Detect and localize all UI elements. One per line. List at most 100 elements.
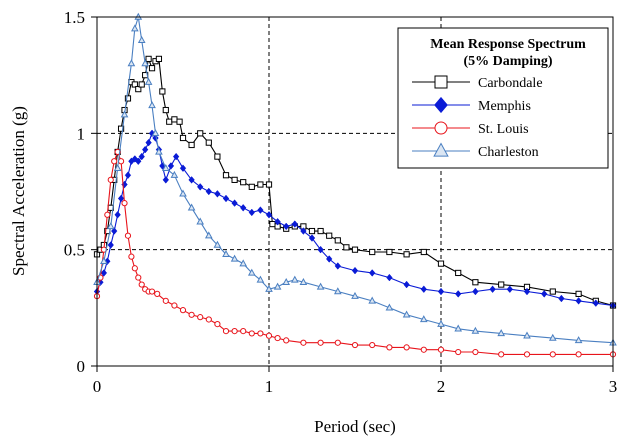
data-point-charleston [299,277,308,285]
data-point-carbondale [351,246,359,253]
series-line-memphis [96,132,614,307]
data-point-st-louis [472,348,479,356]
data-point-memphis [403,280,410,289]
legend-label-st-louis: St. Louis [478,122,529,137]
data-point-charleston [187,203,196,211]
axes: 0 1 2 3 0 0.5 1 1.5 [64,8,618,396]
data-point-carbondale [205,139,212,146]
series-st-louis [93,148,617,358]
legend-title-line-2: (5% Damping) [463,54,552,69]
data-point-carbondale [171,116,178,123]
data-point-carbondale [131,81,138,88]
data-point-charleston [454,324,463,332]
data-point-memphis [317,245,324,254]
data-point-charleston [222,250,230,258]
data-point-memphis [162,176,169,184]
data-point-charleston [247,268,256,276]
series-line-st-louis [96,150,613,355]
data-point-charleston [316,282,325,290]
legend-label-charleston: Charleston [478,145,539,160]
data-point-carbondale [437,260,445,267]
data-point-st-louis [162,297,169,304]
data-point-memphis [300,227,307,235]
data-point-charleston [155,147,163,155]
data-point-memphis [145,138,152,147]
data-point-charleston [137,35,146,43]
data-point-carbondale [155,55,163,62]
data-point-carbondale [472,279,479,286]
data-point-memphis [188,176,195,184]
data-point-st-louis [437,346,445,353]
data-point-charleston [196,217,205,225]
data-point-memphis [124,171,132,179]
data-point-charleston [265,284,273,292]
data-point-memphis [506,285,513,293]
data-point-st-louis [128,253,135,260]
data-point-st-louis [248,330,255,337]
data-point-st-louis [334,339,341,346]
data-point-carbondale [135,86,142,93]
y-tick-label: 0.5 [64,241,85,260]
data-point-memphis [541,290,548,298]
data-point-charleston [230,254,239,262]
x-tick-label: 0 [93,377,102,396]
data-point-st-louis [188,311,195,318]
data-point-charleston [497,329,506,337]
legend-marker-charleston [433,142,449,157]
data-point-charleston [179,189,187,197]
data-point-charleston [385,303,394,311]
legend-marker-st-louis [434,121,448,135]
data-point-st-louis [104,211,111,218]
data-point-st-louis [197,314,204,321]
data-point-st-louis [124,232,132,239]
data-point-charleston [170,170,179,178]
data-point-memphis [107,241,114,249]
data-point-carbondale [222,172,230,179]
data-point-st-louis [265,332,273,339]
data-point-memphis [100,269,108,277]
data-point-charleston [134,12,143,20]
data-point-carbondale [162,106,169,114]
legend-title-line-1: Mean Response Spectrum [430,37,586,52]
data-point-carbondale [369,248,376,256]
data-point-st-louis [154,290,161,297]
data-point-charleston [161,163,170,171]
data-point-memphis [141,145,149,154]
data-point-memphis [265,210,273,219]
data-point-charleston [419,315,428,323]
data-point-carbondale [231,176,238,183]
data-point-carbondale [257,181,264,188]
data-point-memphis [231,199,238,207]
data-point-memphis [291,220,298,228]
data-point-memphis [179,164,187,173]
data-point-charleston [290,275,299,283]
y-tick-label: 1 [77,124,86,143]
y-tick-label: 0 [77,357,86,376]
data-point-carbondale [343,244,350,251]
data-point-memphis [117,194,125,203]
data-point-st-louis [575,351,582,358]
data-point-memphis [197,183,204,191]
data-point-carbondale [549,288,556,295]
data-point-st-louis [300,339,307,346]
data-point-charleston [151,129,160,137]
data-point-memphis [386,273,393,282]
data-point-st-louis [121,200,128,207]
series-line-charleston [96,16,614,344]
data-point-memphis [558,294,565,303]
data-point-st-louis [138,281,145,288]
data-point-memphis [214,190,221,198]
data-point-charleston [437,319,445,327]
data-point-carbondale [148,65,156,72]
data-point-st-louis [214,321,221,328]
data-point-charleston [148,101,156,109]
data-point-charleston [141,59,149,67]
data-point-memphis [111,227,118,235]
data-point-carbondale [179,134,187,142]
data-point-carbondale [197,130,204,137]
data-point-st-louis [148,288,156,295]
data-point-memphis [248,208,255,217]
legend-label-carbondale: Carbondale [478,76,543,91]
plot-frame [96,16,614,367]
legend-marker-carbondale [434,75,448,89]
